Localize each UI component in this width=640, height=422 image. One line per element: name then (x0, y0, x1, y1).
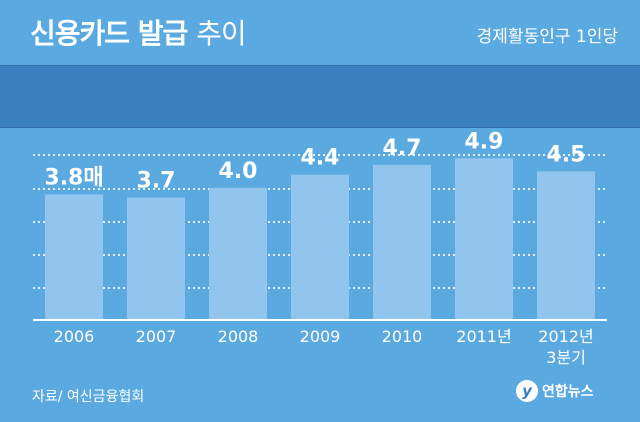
title-bold: 신용카드 발급 (30, 17, 188, 50)
data-label-5: 4.9 (465, 129, 504, 154)
data-label-6: 4.5 (547, 142, 586, 167)
tick-label-0: 2006 (54, 327, 95, 346)
source-label: 자료/ 여신금융협회 (32, 389, 145, 405)
bar-6 (537, 171, 595, 319)
logo-mark-icon: y (516, 380, 538, 402)
data-label-2: 4.0 (219, 159, 258, 184)
yonhap-logo: y 연합뉴스 (516, 380, 594, 402)
bar-4 (373, 164, 431, 319)
bar-2 (209, 187, 267, 319)
tick-label-5: 2011년 (456, 327, 511, 346)
data-label-4: 4.7 (383, 136, 422, 161)
header-band (0, 65, 640, 128)
bar-1 (127, 197, 185, 319)
tick-label-2: 2008 (218, 327, 259, 346)
tick-label-3: 2009 (300, 327, 341, 346)
data-label-0: 3.8매 (44, 165, 103, 190)
bar-5 (455, 158, 513, 319)
data-label-1: 3.7 (137, 169, 176, 194)
logo-text: 연합뉴스 (542, 384, 594, 400)
title-light: 추이 (196, 17, 247, 50)
unit-label: 경제활동인구 1인당 (476, 27, 618, 47)
data-label-3: 4.4 (301, 146, 340, 171)
tick-label-1: 2007 (136, 327, 177, 346)
bar-3 (291, 174, 349, 319)
tick-label-4: 2010 (382, 327, 423, 346)
tick-label-6: 2012년 3분기 (538, 327, 593, 367)
bar-0 (45, 194, 103, 319)
chart-title: 신용카드 발급 추이 (30, 12, 247, 52)
